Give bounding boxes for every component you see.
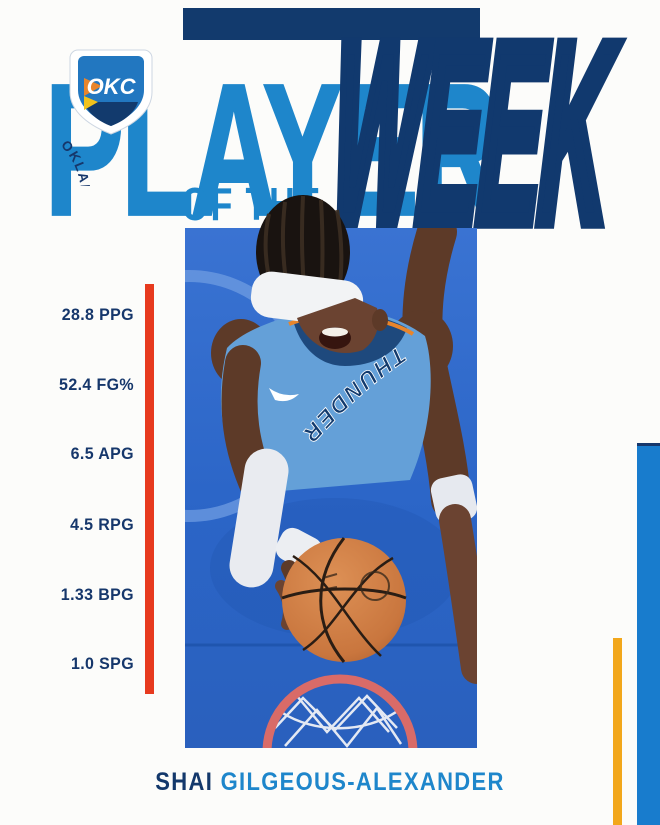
rim-and-net [262,674,418,748]
stat-spg: 1.0 SPG [70,654,134,673]
stat-apg: 6.5 APG [70,444,134,463]
elbow-sleeve [229,448,289,588]
shield-okc-text: OKC [87,74,137,99]
shield-orange-accent [84,78,102,96]
shield-yellow-accent [84,96,98,110]
player-jersey: THUNDER [211,309,453,493]
basketball [281,537,407,663]
right-yellow-accent-bar [613,638,622,825]
player-photo: THUNDER [185,195,477,748]
stat-ppg: 28.8 PPG [61,305,135,324]
okc-shield-logo: OKC [69,49,153,135]
player-name: SHAI GILGEOUS-ALEXANDER [145,770,515,795]
right-blue-accent-bar [637,443,660,825]
stat-fg-pct: 52.4 FG% [59,375,134,394]
teeth [322,327,348,337]
ball-logo-mark [360,571,390,601]
player-head [250,195,388,354]
rim [262,674,418,748]
stats-red-line [145,284,154,694]
top-navy-bar [183,8,480,40]
photo-court: THUNDER [185,228,477,748]
ear [372,309,388,331]
stat-rpg: 4.5 RPG [70,515,134,534]
svg-text:OKLAHOMA CITY THUNDER BASKETBA: OKLAHOMA CITY THUNDER BASKETBALL [26,137,93,186]
stat-bpg: 1.33 BPG [60,585,134,604]
shield-bottom-stripe [84,102,138,126]
title-week-text: WEEK [320,34,628,239]
player-first-name: SHAI [155,768,214,796]
title-week: WEEK [320,34,630,239]
badge-circular-text: OKLAHOMA CITY THUNDER BASKETBALL [26,137,92,186]
face [297,298,379,354]
player-last-name: GILGEOUS-ALEXANDER [220,768,505,796]
net [274,694,403,748]
okc-thunder-badge: OKLAHOMA CITY THUNDER BASKETBALL OKC [26,49,153,186]
nike-swoosh [269,388,299,402]
